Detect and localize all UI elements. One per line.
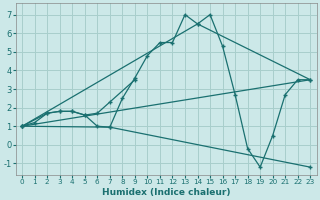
X-axis label: Humidex (Indice chaleur): Humidex (Indice chaleur) — [102, 188, 230, 197]
